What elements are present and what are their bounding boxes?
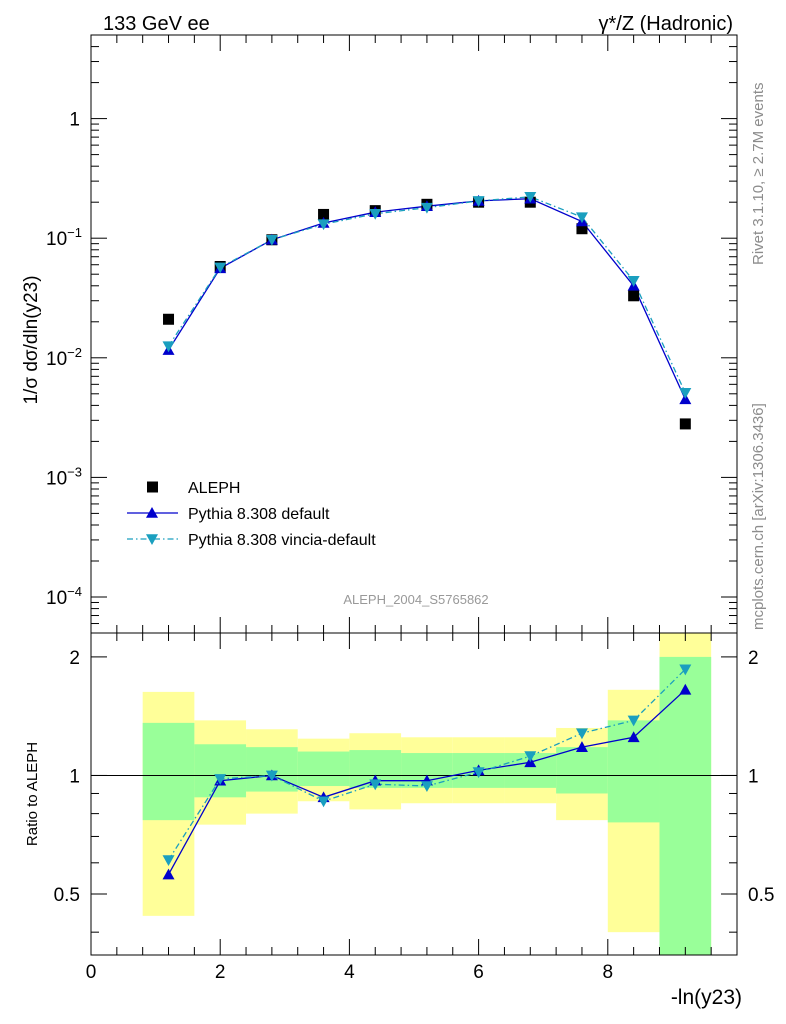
main-point-pythia-8-308-vincia-default bbox=[265, 234, 278, 246]
ratio-point-pythia-8-308-default bbox=[679, 683, 692, 695]
ratio-ytick-label-right: 1 bbox=[748, 766, 759, 787]
ratio-point-pythia-8-308-vincia-default bbox=[472, 767, 485, 779]
x-axis-label: -ln(y23) bbox=[671, 986, 742, 1009]
ratio-panel: 0.5 0.5 1 1 2 2 0 2 4 6 8 Ratio to ALEPH -ln(y23) bbox=[24, 632, 774, 1009]
main-point-aleph bbox=[318, 208, 330, 220]
ratio-point-pythia-8-308-vincia-default bbox=[575, 728, 588, 740]
main-point-aleph bbox=[679, 418, 691, 430]
ratio-point-pythia-8-308-vincia-default bbox=[420, 781, 433, 793]
watermark: ALEPH_2004_S5765862 bbox=[343, 592, 488, 607]
legend-marker bbox=[146, 534, 158, 545]
main-point-pythia-8-308-vincia-default bbox=[420, 202, 433, 214]
main-point-pythia-8-308-vincia-default bbox=[575, 212, 588, 224]
main-point-pythia-8-308-vincia-default bbox=[162, 341, 175, 353]
legend-marker bbox=[146, 507, 158, 518]
ratio-ytick-label: 2 bbox=[69, 648, 80, 669]
ratio-band-inner bbox=[246, 747, 298, 792]
ratio-ytick-label: 0.5 bbox=[54, 885, 80, 906]
ratio-band-inner bbox=[142, 722, 195, 821]
main-ytick-label: 10−2 bbox=[46, 345, 82, 370]
main-line-pythia-8-308-vincia-default bbox=[167, 196, 686, 394]
ratio-point-pythia-8-308-vincia-default bbox=[679, 664, 692, 676]
legend-label: Pythia 8.308 default bbox=[188, 506, 330, 523]
ratio-point-pythia-8-308-vincia-default bbox=[265, 770, 278, 782]
main-point-aleph bbox=[163, 313, 175, 325]
ratio-xtick-label: 0 bbox=[86, 962, 97, 983]
ratio-point-pythia-8-308-vincia-default bbox=[627, 715, 640, 727]
ratio-band-inner bbox=[297, 751, 350, 787]
main-point-pythia-8-308-vincia-default bbox=[472, 196, 485, 207]
main-point-aleph bbox=[576, 223, 588, 235]
ratio-band-inner bbox=[194, 744, 247, 798]
legend: ALEPH Pythia 8.308 default Pythia 8.308 vi… bbox=[127, 480, 376, 549]
legend-label: Pythia 8.308 vincia-default bbox=[188, 532, 376, 549]
main-point-aleph bbox=[628, 290, 640, 302]
main-ytick-label: 10−3 bbox=[46, 464, 82, 489]
ratio-point-pythia-8-308-vincia-default bbox=[162, 855, 175, 866]
main-x-ticks bbox=[90, 35, 738, 633]
ratio-ytick-label: 1 bbox=[69, 766, 80, 787]
main-y-ticks: 10−4 10−3 10−2 10−1 1 bbox=[46, 34, 737, 634]
ratio-xtick-label: 4 bbox=[344, 962, 355, 983]
ratio-y-ticks: 0.5 0.5 1 1 2 2 bbox=[54, 648, 774, 933]
ratio-xtick-label: 2 bbox=[215, 962, 226, 983]
ratio-ytick-label-right: 0.5 bbox=[748, 885, 774, 906]
ratio-band-inner bbox=[659, 656, 712, 955]
main-line-pythia-8-308-default bbox=[167, 198, 686, 400]
ratio-xtick-label: 8 bbox=[603, 962, 614, 983]
ratio-x-ticks: 0 2 4 6 8 bbox=[86, 633, 738, 983]
ratio-point-pythia-8-308-vincia-default bbox=[524, 751, 537, 763]
main-point-pythia-8-308-vincia-default bbox=[369, 208, 382, 220]
mcplots-label: mcplots.cern.ch [arXiv:1306.3436] bbox=[750, 403, 767, 630]
main-point-pythia-8-308-vincia-default bbox=[214, 262, 227, 274]
ratio-xtick-label: 6 bbox=[473, 962, 484, 983]
main-panel: 10−4 10−3 10−2 10−1 1 1/σ dσ/dln(y23) ALEPH_… bbox=[21, 34, 738, 634]
main-point-pythia-8-308-vincia-default bbox=[317, 219, 330, 231]
header-right: γ*/Z (Hadronic) bbox=[599, 13, 733, 35]
main-point-pythia-8-308-vincia-default bbox=[524, 191, 537, 203]
ratio-ytick-label-right: 2 bbox=[748, 648, 759, 669]
ratio-point-pythia-8-308-vincia-default bbox=[214, 774, 227, 785]
ratio-point-pythia-8-308-default bbox=[575, 741, 588, 752]
ratio-plot-content bbox=[91, 633, 737, 955]
legend-label: ALEPH bbox=[188, 480, 240, 497]
rivet-label: Rivet 3.1.10, ≥ 2.7M events bbox=[750, 83, 767, 266]
main-point-pythia-8-308-vincia-default bbox=[627, 276, 640, 287]
main-ylabel: 1/σ dσ/dln(y23) bbox=[21, 275, 42, 404]
main-ytick-label: 10−4 bbox=[46, 584, 82, 609]
ratio-point-pythia-8-308-default bbox=[627, 731, 640, 743]
ratio-point-pythia-8-308-vincia-default bbox=[317, 796, 330, 808]
ratio-point-pythia-8-308-vincia-default bbox=[369, 779, 382, 791]
main-ytick-label: 10−1 bbox=[46, 225, 82, 250]
ratio-point-pythia-8-308-default bbox=[162, 868, 175, 880]
main-plot-content bbox=[162, 191, 692, 430]
ratio-ylabel: Ratio to ALEPH bbox=[24, 742, 41, 846]
header-left: 133 GeV ee bbox=[103, 13, 210, 35]
main-point-pythia-8-308-vincia-default bbox=[679, 387, 692, 399]
legend-marker bbox=[147, 481, 158, 493]
ratio-band-inner bbox=[556, 747, 608, 794]
main-ytick-label: 1 bbox=[69, 110, 80, 131]
ratio-frame bbox=[90, 632, 738, 956]
